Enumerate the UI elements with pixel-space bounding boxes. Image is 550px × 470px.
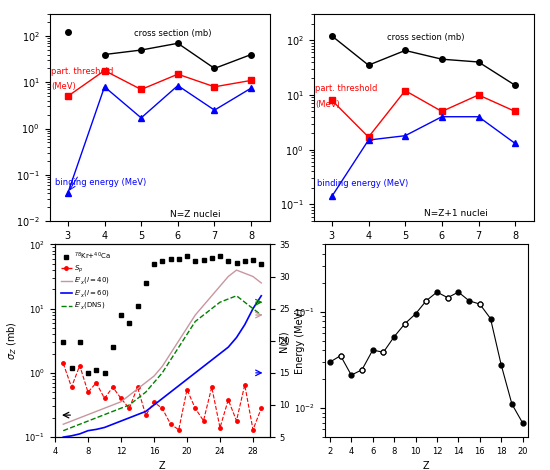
Text: cross section (mb): cross section (mb) [134, 29, 211, 38]
Text: cross section (mb): cross section (mb) [387, 33, 464, 42]
Text: N=Z+1 nuclei: N=Z+1 nuclei [424, 209, 487, 218]
Text: (MeV): (MeV) [51, 82, 76, 92]
X-axis label: Z: Z [156, 246, 163, 256]
Text: (MeV): (MeV) [315, 100, 340, 109]
Legend: $^{78}$Kr+$^{40}$Ca, $S_p$, $E'_x(l=40)$, $E'_x(l=60)$, $E'_x$(DNS): $^{78}$Kr+$^{40}$Ca, $S_p$, $E'_x(l=40)$… [58, 248, 113, 315]
Text: part. threshold: part. threshold [51, 67, 114, 76]
Text: N=Z nuclei: N=Z nuclei [170, 210, 221, 219]
Y-axis label: N(Z): N(Z) [278, 330, 288, 352]
Text: part. threshold: part. threshold [315, 84, 378, 93]
X-axis label: Z: Z [423, 462, 430, 470]
Y-axis label: Energy (MeV): Energy (MeV) [295, 308, 305, 374]
Y-axis label: $\sigma_Z$ (mb): $\sigma_Z$ (mb) [6, 321, 19, 360]
X-axis label: Z: Z [159, 462, 166, 470]
Text: binding energy (MeV): binding energy (MeV) [317, 179, 409, 188]
X-axis label: Z: Z [420, 246, 427, 256]
Text: binding energy (MeV): binding energy (MeV) [55, 178, 146, 187]
